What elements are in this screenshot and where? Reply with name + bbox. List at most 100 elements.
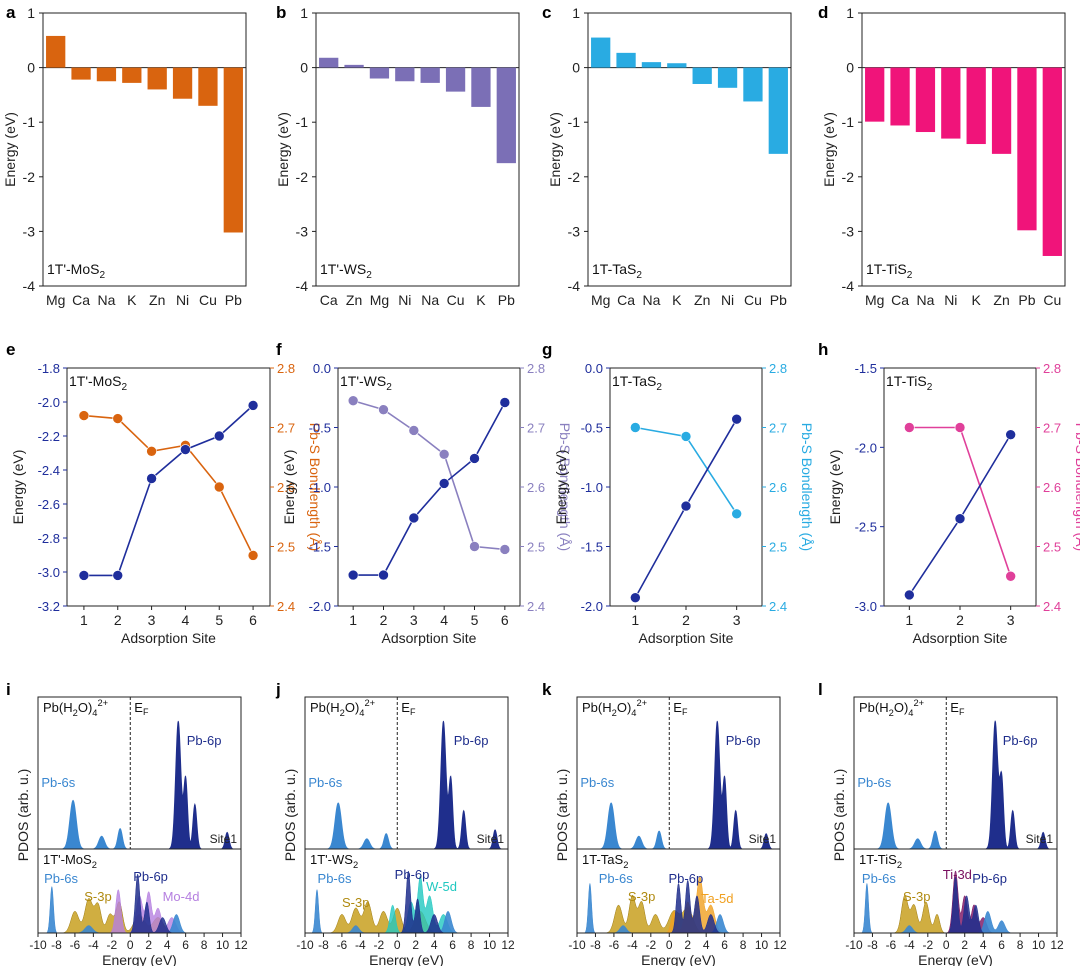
y-tick-label: -3 — [296, 223, 309, 239]
x-axis-label: Adsorption Site — [913, 630, 1008, 646]
x-tick-label: -10 — [845, 938, 863, 952]
x-tick-label: 2 — [961, 938, 968, 952]
substrate-label-part: 1T-TiS — [859, 852, 897, 867]
x-axis-label: Energy (eV) — [918, 952, 993, 966]
x-tick-label: Pb — [1018, 292, 1035, 308]
y-tick-label: -3 — [23, 223, 36, 239]
x-tick-label: 2 — [380, 612, 388, 628]
molecule-label-part: 2+ — [364, 698, 375, 708]
plot-frame — [315, 12, 520, 287]
right-y-tick-label: 2.7 — [527, 421, 545, 436]
x-tick-label: 2 — [956, 612, 964, 628]
x-tick-label: -8 — [318, 938, 329, 952]
x-tick-label: 8 — [468, 938, 475, 952]
right-y-tick-label: 2.8 — [277, 361, 295, 376]
plot-frame — [883, 367, 1037, 607]
x-tick-label: 3 — [733, 612, 741, 628]
bottom-label-0: Pb-6s — [318, 871, 352, 886]
x-axis-label: Adsorption Site — [382, 630, 477, 646]
ef-sub: F — [410, 707, 416, 717]
x-tick-label: Pb — [225, 292, 242, 308]
x-tick-label: Mg — [46, 292, 65, 308]
y-tick-label: 0 — [300, 60, 308, 76]
line-chart-g: 0.0 -0.5 -1.0 -1.5 -2.0 2.8 2.7 2.6 2.5 2.4 1 2 3 Ads… — [553, 361, 815, 646]
panel-material-label-part: 2 — [99, 270, 105, 281]
substrate-label-part: 2 — [353, 860, 358, 870]
left-y-axis-label: Energy (eV) — [281, 450, 297, 525]
plot-frame — [42, 12, 247, 287]
molecule-label-part: O) — [894, 700, 908, 715]
molecule-label: Pb(H2O)42+ — [582, 698, 647, 718]
y-tick-label: -1 — [23, 114, 36, 130]
bondlength-line — [909, 426, 1012, 577]
bottom-label-2: Ti-3d — [943, 867, 972, 882]
molecule-label-part: 2 — [340, 708, 345, 718]
x-tick-label: Ni — [398, 292, 411, 308]
x-tick-label: K — [476, 292, 486, 308]
y-axis-label: Energy (eV) — [547, 112, 563, 187]
area-bottom-pb6p — [577, 879, 780, 934]
x-tick-label: -10 — [296, 938, 314, 952]
x-tick-label: Na — [642, 292, 660, 308]
x-tick-label: 1 — [349, 612, 357, 628]
energy-point — [180, 444, 191, 455]
substrate-label-part: 1T'-MoS — [43, 852, 92, 867]
top-pb6s-label: Pb-6s — [580, 775, 614, 790]
panel-letter-a: a — [6, 3, 16, 22]
left-y-tick-label: -2.6 — [38, 497, 60, 512]
left-y-tick-label: -1.5 — [855, 361, 877, 376]
x-tick-label: K — [672, 292, 682, 308]
panel-material-label: 1T-TaS2 — [592, 261, 642, 281]
plot-frame — [609, 367, 763, 607]
bar-Na — [641, 62, 662, 68]
energy-line — [83, 404, 254, 577]
molecule-label-part: O) — [345, 700, 359, 715]
molecule-label-part: O) — [78, 700, 92, 715]
molecule-label-part: Pb(H — [310, 700, 340, 715]
x-tick-label: 2 — [114, 612, 122, 628]
bottom-label-3: Mo-4d — [163, 889, 200, 904]
left-y-tick-label: -3.0 — [38, 565, 60, 580]
panel-material-label-part: 1T-TiS — [866, 261, 907, 277]
panel-material-label-part: 2 — [366, 270, 372, 281]
left-y-tick-label: -0.5 — [309, 421, 331, 436]
bar-chart-c: 1 0 -1 -2 -3 -4 Mg Ca Na K Zn Ni Cu Pb Energy (eV) 1T-T… — [547, 5, 792, 308]
energy-point — [247, 400, 259, 411]
energy-point — [731, 413, 742, 425]
bar-Ni — [172, 67, 193, 99]
y-tick-label: -1 — [296, 114, 309, 130]
site-label: Site1 — [477, 832, 505, 846]
y-tick-label: -2 — [568, 169, 581, 185]
molecule-label: Pb(H2O)42+ — [43, 698, 108, 718]
left-y-tick-label: -2.8 — [38, 531, 60, 546]
energy-point — [408, 512, 420, 524]
bondlength-point — [112, 413, 124, 424]
x-tick-label: 8 — [201, 938, 208, 952]
x-tick-label: -4 — [627, 938, 638, 952]
right-y-tick-label: 2.5 — [769, 540, 787, 555]
x-axis-label: Adsorption Site — [639, 630, 734, 646]
x-tick-label: -10 — [29, 938, 47, 952]
x-tick-label: 2 — [412, 938, 419, 952]
ef-main: E — [673, 700, 682, 715]
energy-point — [469, 453, 480, 464]
y-tick-label: -3 — [568, 223, 581, 239]
bar-Na — [96, 67, 117, 82]
right-y-axis-label: Pb-S Bondlength (Å) — [1073, 423, 1080, 551]
bar-Ca — [616, 52, 636, 68]
bondlength-point — [213, 481, 225, 493]
right-y-tick-label: 2.4 — [527, 599, 545, 614]
x-tick-label: 4 — [164, 938, 171, 952]
ef-main: E — [134, 700, 143, 715]
molecule-label-part: O) — [617, 700, 631, 715]
y-tick-label: 1 — [572, 5, 580, 21]
left-y-tick-label: -0.5 — [581, 421, 603, 436]
substrate-label-part: 1T-TaS — [582, 852, 624, 867]
y-tick-label: 0 — [572, 60, 580, 76]
right-y-tick-label: 2.6 — [1043, 480, 1061, 495]
x-tick-label: -6 — [609, 938, 620, 952]
left-y-tick-label: -1.8 — [38, 361, 60, 376]
x-tick-label: 4 — [440, 612, 448, 628]
right-y-tick-label: 2.8 — [769, 361, 787, 376]
x-tick-label: Ni — [721, 292, 734, 308]
